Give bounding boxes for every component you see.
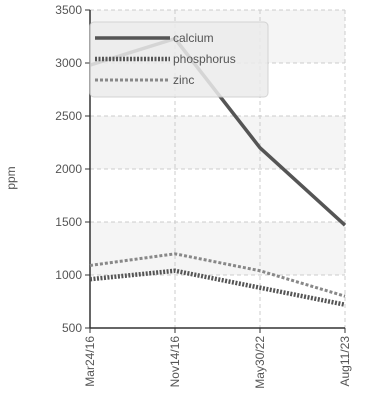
y-tick-labels: 500 1000 1500 2000 2500 3000 3500 (55, 3, 82, 335)
x-tick-label: Nov14/16 (168, 336, 182, 388)
y-tick-label: 3500 (55, 3, 82, 17)
y-tick-label: 2000 (55, 162, 82, 176)
y-tick-label: 1500 (55, 215, 82, 229)
series-line-zinc (89, 252, 346, 298)
x-tick-label: Aug11/23 (338, 336, 352, 387)
y-axis-label: ppm (4, 166, 18, 189)
x-tick-labels: Mar24/16 Nov14/16 May30/22 Aug11/23 (83, 336, 352, 389)
legend-label-calcium: calcium (173, 31, 214, 45)
y-tick-label: 2500 (55, 109, 82, 123)
y-tick-label: 1000 (55, 268, 82, 282)
band (90, 222, 345, 275)
legend-label-zinc: zinc (173, 73, 194, 87)
legend: calcium phosphorus zinc (89, 21, 269, 98)
legend-label-phosphorus: phosphorus (173, 52, 236, 66)
band (90, 116, 345, 169)
y-tick-label: 3000 (55, 56, 82, 70)
series-line-phosphorus (89, 268, 346, 307)
x-tick-label: May30/22 (253, 336, 267, 389)
y-tick-label: 500 (62, 321, 82, 335)
x-tick-label: Mar24/16 (83, 336, 97, 387)
